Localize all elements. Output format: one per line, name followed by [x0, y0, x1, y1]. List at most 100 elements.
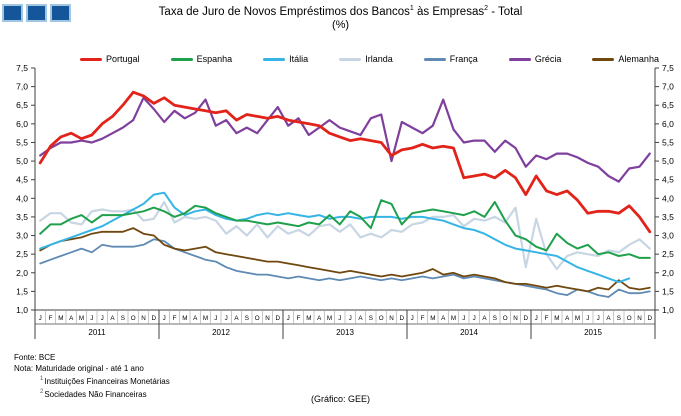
svg-text:N: N: [513, 315, 518, 322]
legend-item-portugal: Portugal: [80, 54, 140, 64]
series-line-alemanha: [39, 227, 651, 293]
legend-swatch: [592, 57, 615, 61]
svg-text:7,0: 7,0: [662, 82, 674, 92]
svg-text:F: F: [49, 315, 53, 322]
svg-text:J: J: [101, 315, 104, 322]
svg-text:7,5: 7,5: [662, 63, 674, 73]
series-line-grecia: [39, 96, 651, 183]
title-footnote-marker-2: 2: [484, 5, 488, 13]
legend-swatch: [170, 57, 193, 61]
legend-swatch: [508, 57, 531, 61]
svg-text:S: S: [617, 315, 621, 322]
svg-text:M: M: [451, 315, 456, 322]
svg-text:2,5: 2,5: [16, 249, 28, 259]
svg-text:J: J: [411, 315, 414, 322]
svg-text:J: J: [39, 315, 42, 322]
svg-text:4,5: 4,5: [662, 175, 674, 185]
svg-text:2015: 2015: [584, 328, 602, 337]
chart-title-units: (%): [331, 19, 350, 32]
svg-text:A: A: [317, 315, 322, 322]
svg-text:M: M: [430, 315, 435, 322]
legend-label: Alemanha: [618, 54, 659, 64]
logo-square: [2, 4, 23, 22]
svg-text:6,5: 6,5: [16, 100, 28, 110]
svg-text:3,0: 3,0: [16, 231, 28, 241]
svg-text:1,5: 1,5: [662, 286, 674, 296]
svg-text:D: D: [524, 315, 529, 322]
svg-text:3,0: 3,0: [662, 231, 674, 241]
svg-text:S: S: [493, 315, 497, 322]
legend-label: Itália: [289, 54, 309, 64]
legend-item-franca: França: [423, 54, 478, 64]
svg-text:5,5: 5,5: [16, 137, 28, 147]
svg-text:N: N: [141, 315, 146, 322]
svg-text:2,0: 2,0: [662, 268, 674, 278]
series-line-franca: [39, 238, 651, 298]
svg-text:N: N: [637, 315, 642, 322]
legend-item-irlanda: Irlanda: [339, 54, 393, 64]
svg-text:D: D: [400, 315, 405, 322]
svg-text:A: A: [482, 315, 487, 322]
chart-title-line1: Taxa de Juro de Novos Empréstimos dos Ba…: [158, 5, 523, 18]
legend-item-alemanha: Alemanha: [592, 54, 659, 64]
svg-text:1,5: 1,5: [16, 286, 28, 296]
line-chart: 1,0 1,0 1,5 1,5 2,0 2,0 2,5 2,5 3,0 3,0 3,5 3,5 4,0 4…: [16, 63, 674, 339]
chart-legend: Portugal Espanha Itália Irlanda França Grécia…: [80, 54, 659, 64]
svg-text:O: O: [627, 315, 632, 322]
svg-text:J: J: [225, 315, 228, 322]
svg-text:J: J: [462, 315, 465, 322]
legend-item-espanha: Espanha: [170, 54, 233, 64]
svg-text:A: A: [358, 315, 363, 322]
footnote-2: 2Sociedades Não Financeiras: [40, 389, 147, 399]
svg-text:J: J: [597, 315, 600, 322]
svg-text:S: S: [245, 315, 249, 322]
svg-text:5,5: 5,5: [662, 137, 674, 147]
series-line-italia: [39, 191, 631, 284]
footnote-1: 1Instituições Financeiras Monetárias: [40, 376, 170, 386]
svg-text:6,5: 6,5: [662, 100, 674, 110]
svg-text:M: M: [306, 315, 311, 322]
logo-square: [50, 4, 71, 22]
legend-swatch: [339, 57, 362, 61]
svg-text:A: A: [565, 315, 570, 322]
svg-text:O: O: [131, 315, 136, 322]
legend-label: Espanha: [196, 54, 233, 64]
svg-text:J: J: [473, 315, 476, 322]
svg-text:7,5: 7,5: [16, 63, 28, 73]
svg-text:7,0: 7,0: [16, 82, 28, 92]
legend-swatch: [423, 57, 446, 61]
svg-text:J: J: [349, 315, 352, 322]
svg-text:4,5: 4,5: [16, 175, 28, 185]
svg-text:M: M: [58, 315, 63, 322]
logo: [2, 4, 71, 22]
series-line-portugal: [38, 90, 652, 234]
logo-square: [26, 4, 47, 22]
svg-text:O: O: [503, 315, 508, 322]
legend-label: França: [449, 54, 478, 64]
svg-text:4,0: 4,0: [662, 193, 674, 203]
svg-text:M: M: [327, 315, 332, 322]
legend-swatch: [80, 57, 102, 61]
svg-text:4,0: 4,0: [16, 193, 28, 203]
chart-footnotes: Fonte: BCE Nota: Maturidade original - a…: [14, 352, 170, 400]
svg-text:S: S: [121, 315, 125, 322]
maturity-note: Nota: Maturidade original - até 1 ano: [14, 364, 144, 373]
svg-text:A: A: [193, 315, 198, 322]
svg-text:5,0: 5,0: [16, 156, 28, 166]
svg-text:J: J: [338, 315, 341, 322]
svg-text:M: M: [575, 315, 580, 322]
svg-text:6,0: 6,0: [662, 119, 674, 129]
svg-text:J: J: [214, 315, 217, 322]
legend-label: Grécia: [534, 54, 562, 64]
svg-text:N: N: [265, 315, 270, 322]
svg-text:5,0: 5,0: [662, 156, 674, 166]
svg-text:2,5: 2,5: [662, 249, 674, 259]
title-footnote-marker-1: 1: [409, 5, 414, 13]
legend-label: Portugal: [106, 54, 140, 64]
svg-text:F: F: [173, 315, 177, 322]
svg-text:M: M: [554, 315, 559, 322]
svg-text:1,0: 1,0: [662, 305, 674, 315]
svg-text:6,0: 6,0: [16, 119, 28, 129]
chart-title: Taxa de Juro de Novos Empréstimos dos Ba…: [0, 5, 681, 33]
series-line-espanha: [39, 199, 651, 259]
